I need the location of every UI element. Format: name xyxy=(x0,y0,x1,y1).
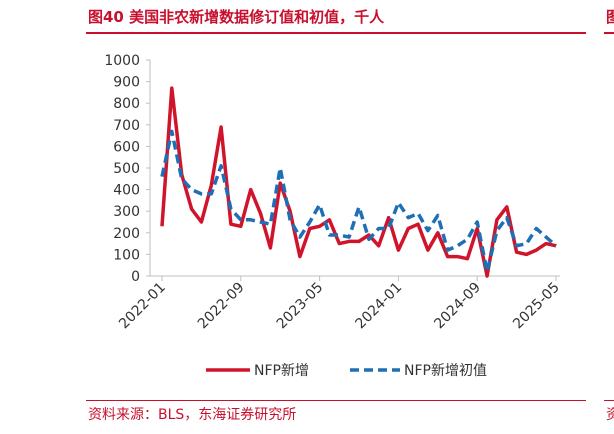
figure-title: 图40 美国非农新增数据修订值和初值，千人 xyxy=(88,8,385,26)
chart-legend: NFP新增 NFP新增初值 xyxy=(206,362,487,379)
x-tick-label: 2024-01 xyxy=(353,280,406,333)
y-tick-label: 400 xyxy=(113,183,140,199)
x-tick-label: 2022-09 xyxy=(195,280,248,333)
series-line-nfp-initial xyxy=(160,129,558,274)
x-tick-label: 2025-05 xyxy=(510,280,563,333)
x-tick-label: 2023-05 xyxy=(274,280,327,333)
y-tick-label: 800 xyxy=(113,96,140,112)
x-tick-label: 2024-09 xyxy=(431,280,484,333)
source-separator xyxy=(86,400,586,401)
y-tick-label: 500 xyxy=(113,161,140,177)
series-line-nfp xyxy=(160,86,557,278)
y-tick-label: 1000 xyxy=(104,53,140,69)
legend-label-nfp-initial: NFP新增初值 xyxy=(404,362,487,379)
adjacent-source-fragment: 资 xyxy=(606,407,614,423)
y-tick-label: 300 xyxy=(113,204,140,220)
y-tick-label: 100 xyxy=(113,247,140,263)
y-tick-label: 900 xyxy=(113,75,140,91)
y-tick-label: 600 xyxy=(113,139,140,155)
source-note: 资料来源：BLS，东海证券研究所 xyxy=(88,407,297,423)
y-tick-label: 200 xyxy=(113,226,140,242)
title-underline xyxy=(86,32,586,34)
adjacent-figure-title-fragment: 图 xyxy=(606,8,614,26)
adjacent-source-separator xyxy=(604,400,614,401)
y-tick-label: 700 xyxy=(113,118,140,134)
adjacent-title-underline xyxy=(604,32,614,34)
legend-label-nfp: NFP新增 xyxy=(254,363,309,379)
x-tick-label: 2022-01 xyxy=(116,280,169,333)
chart-series xyxy=(160,86,558,278)
y-tick-label: 0 xyxy=(131,269,140,285)
